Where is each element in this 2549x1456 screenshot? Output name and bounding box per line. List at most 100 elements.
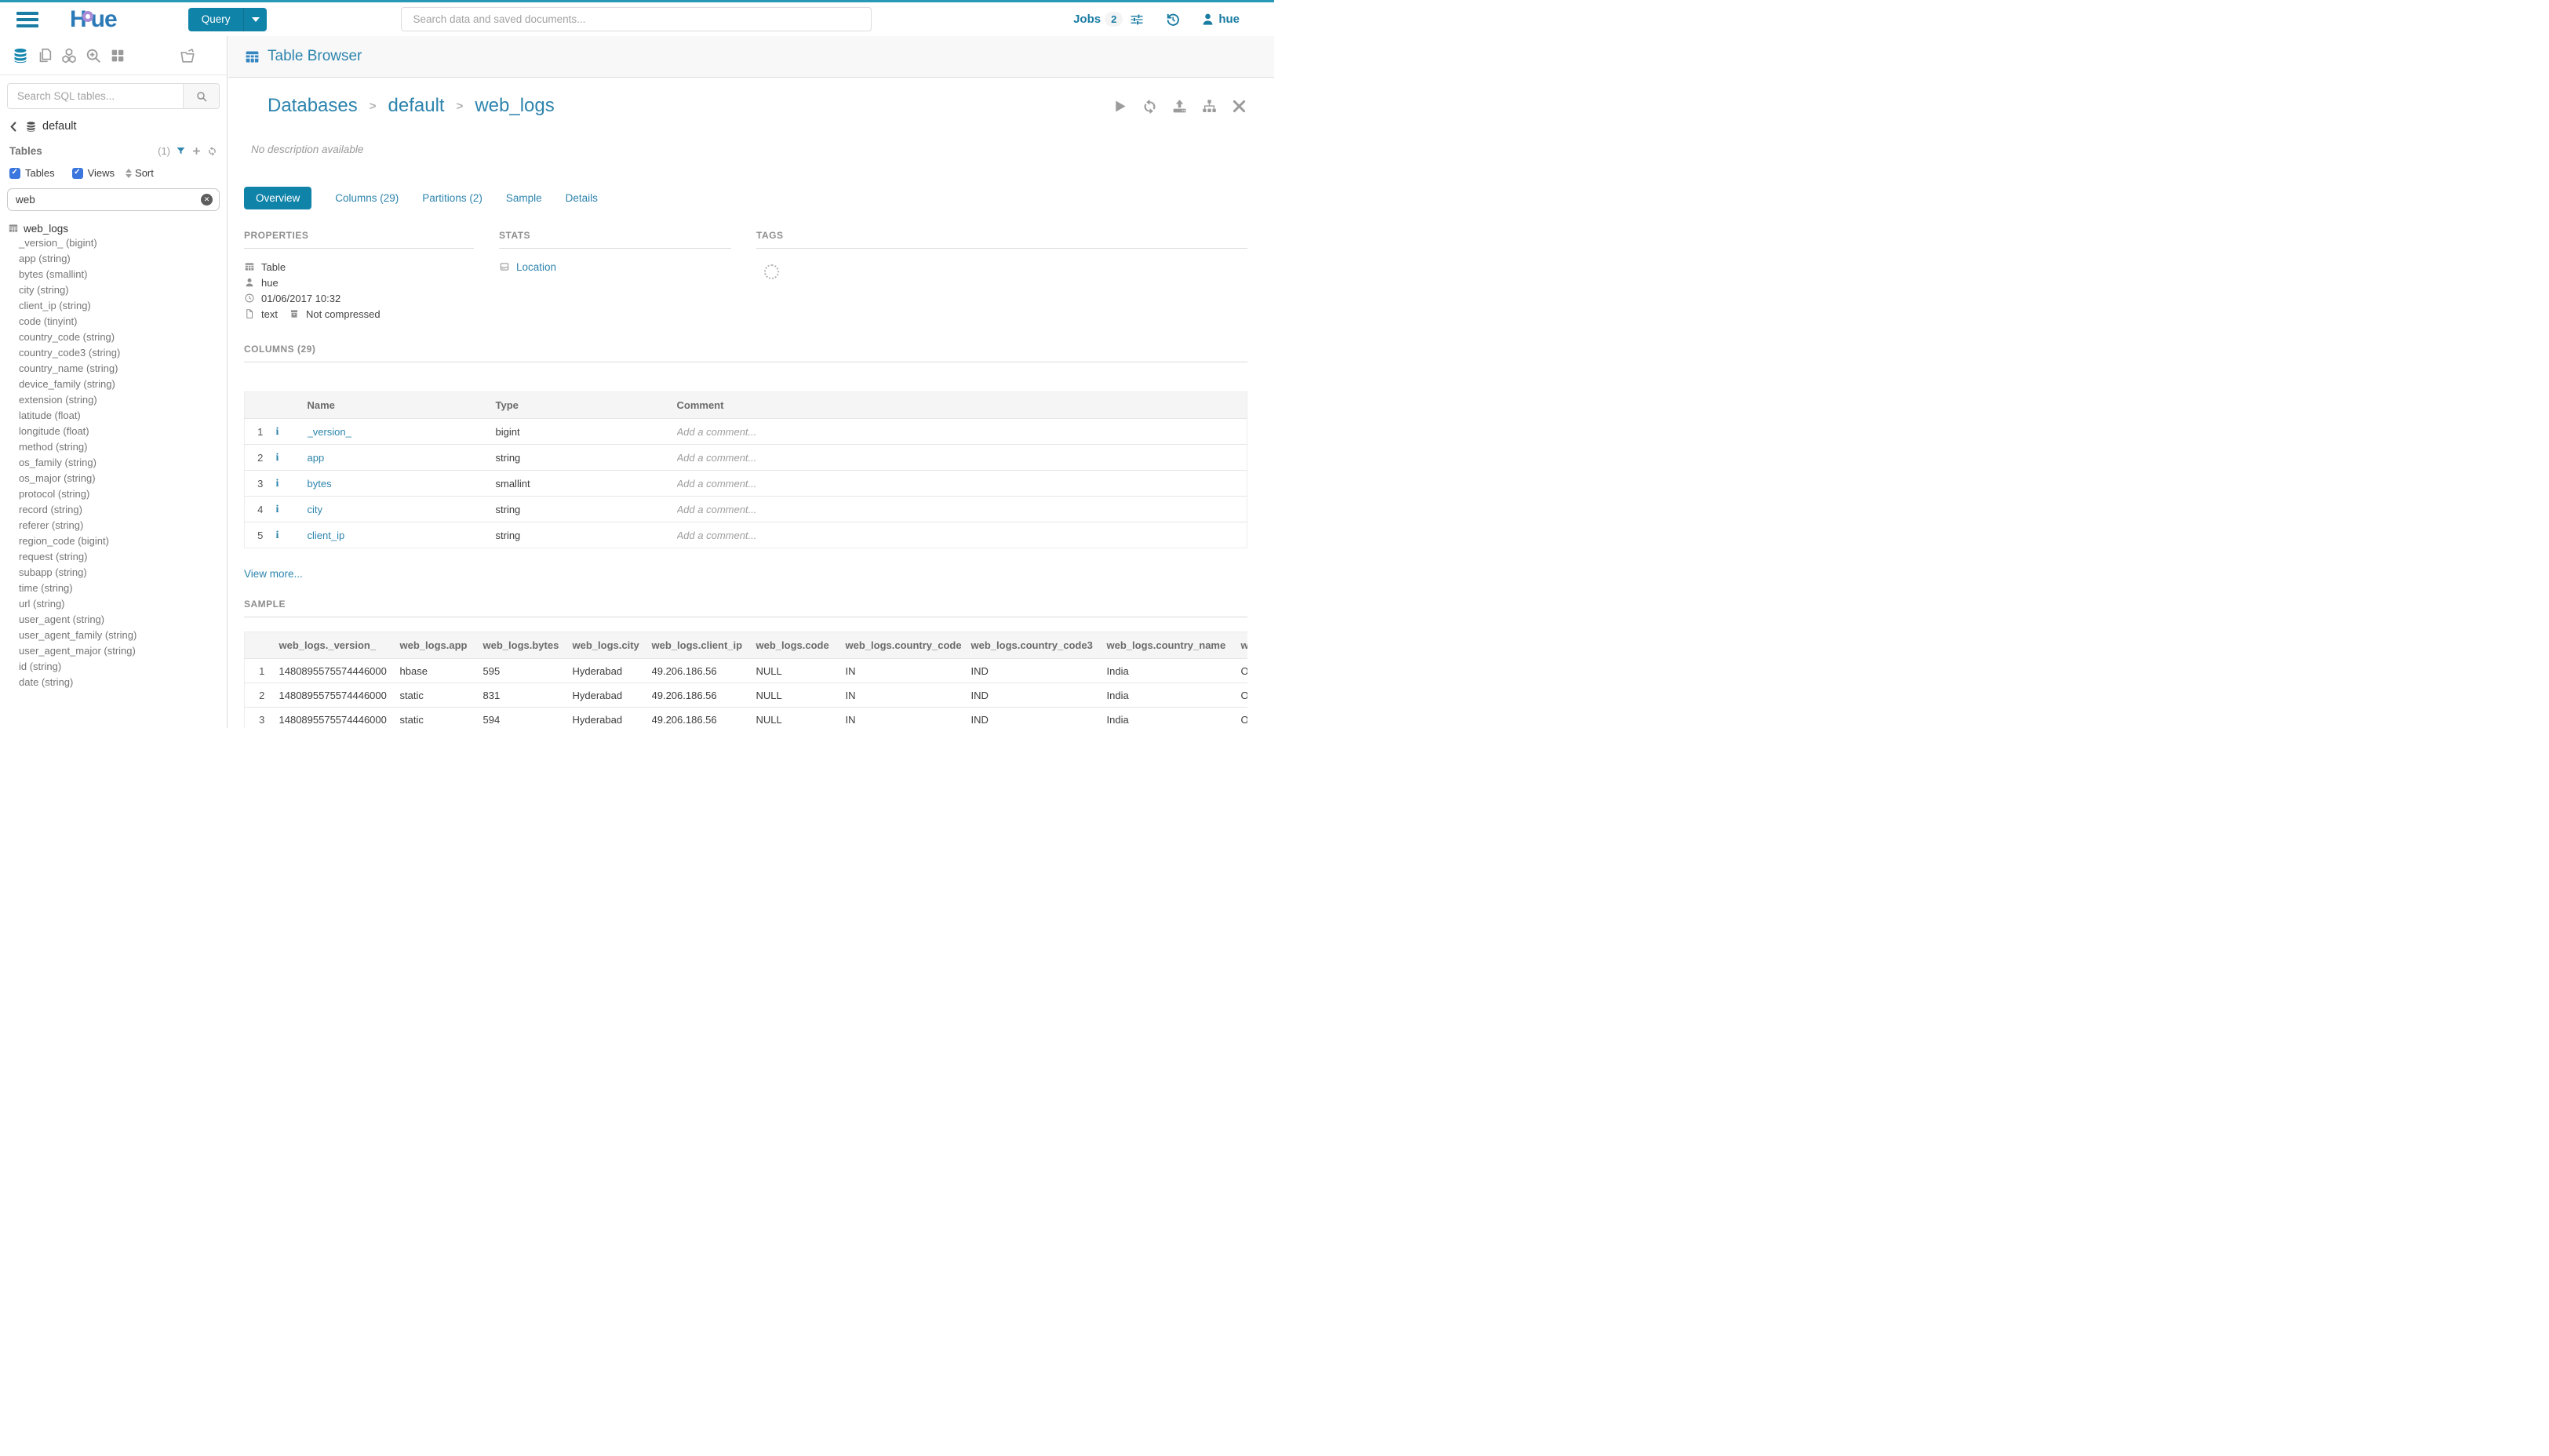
table-description[interactable]: No description available (251, 144, 364, 155)
tree-column[interactable]: os_family (string) (19, 457, 96, 468)
execute-play-icon[interactable] (1112, 98, 1128, 115)
views-checkbox[interactable] (71, 167, 83, 179)
tree-column[interactable]: extension (string) (19, 394, 97, 406)
table-filter-input[interactable] (14, 193, 201, 206)
location-link[interactable]: Location (516, 260, 557, 273)
sql-table-search-input[interactable] (8, 84, 183, 108)
upload-icon[interactable] (1171, 98, 1188, 115)
column-name-link[interactable]: bytes (307, 477, 332, 490)
tree-column[interactable]: subapp (string) (19, 566, 87, 578)
tree-column[interactable]: city (string) (19, 284, 69, 296)
sample-header: web_logs.country_name (1106, 632, 1241, 659)
refresh-icon[interactable] (1142, 98, 1158, 115)
tree-column[interactable]: method (string) (19, 441, 88, 453)
info-icon[interactable]: i (275, 451, 279, 464)
sample-cell: 594 (482, 707, 573, 728)
tree-column[interactable]: country_code3 (string) (19, 347, 121, 359)
sample-cell: hbase (399, 658, 483, 683)
tree-column[interactable]: latitude (float) (19, 410, 81, 421)
column-name-link[interactable]: city (307, 503, 323, 515)
comment-placeholder[interactable]: Add a comment... (676, 451, 757, 464)
user-menu[interactable]: hue (1200, 12, 1240, 27)
tree-column[interactable]: app (string) (19, 253, 71, 264)
column-name-link[interactable]: _version_ (307, 425, 351, 438)
breadcrumb-default[interactable]: default (388, 95, 445, 116)
tab-details[interactable]: Details (565, 192, 598, 204)
hdfs-cubes-icon[interactable] (60, 47, 78, 64)
database-name[interactable]: default (42, 120, 77, 133)
query-dropdown-caret[interactable] (244, 7, 268, 31)
tables-checkbox[interactable] (9, 167, 20, 179)
tree-column[interactable]: region_code (bigint) (19, 535, 109, 547)
tree-column[interactable]: id (string) (19, 661, 62, 672)
tree-column[interactable]: _version_ (bigint) (19, 237, 97, 249)
tree-column[interactable]: longitude (float) (19, 425, 89, 437)
tree-column[interactable]: country_code (string) (19, 331, 115, 343)
tree-column[interactable]: protocol (string) (19, 488, 90, 500)
tree-column[interactable]: user_agent_major (string) (19, 645, 136, 657)
sample-header: web_logs.app (399, 632, 483, 659)
close-icon[interactable] (1231, 98, 1247, 115)
info-icon[interactable]: i (275, 529, 279, 541)
sample-cell: IN (845, 682, 971, 708)
info-icon[interactable]: i (275, 503, 279, 515)
column-name-link[interactable]: client_ip (307, 529, 345, 541)
tree-column[interactable]: record (string) (19, 504, 82, 515)
comment-placeholder[interactable]: Add a comment... (676, 529, 757, 541)
tab-overview[interactable]: Overview (244, 187, 312, 209)
sample-cell: 1480895575574446000 (279, 682, 400, 708)
tree-column[interactable]: client_ip (string) (19, 300, 91, 311)
jobs-sliders-icon[interactable] (1129, 12, 1145, 27)
clear-filter-icon[interactable]: ✕ (201, 194, 213, 206)
filter-funnel-icon[interactable] (176, 146, 186, 156)
tree-column[interactable]: country_name (string) (19, 362, 118, 374)
tab-columns[interactable]: Columns (29) (335, 192, 399, 204)
sort-icon[interactable] (126, 168, 133, 178)
view-more-link[interactable]: View more... (244, 568, 303, 580)
jobs-count-badge[interactable]: 2 (1105, 12, 1123, 27)
comment-placeholder[interactable]: Add a comment... (676, 503, 757, 515)
gear-icon (82, 10, 93, 22)
hamburger-menu-icon[interactable] (16, 11, 38, 27)
refresh-icon[interactable] (207, 146, 217, 156)
breadcrumb-databases[interactable]: Databases (268, 95, 358, 116)
tab-partitions[interactable]: Partitions (2) (422, 192, 482, 204)
add-plus-icon[interactable] (191, 146, 202, 156)
tree-column[interactable]: user_agent (string) (19, 613, 105, 625)
drive-location-icon (499, 261, 510, 272)
sitemap-icon[interactable] (1201, 98, 1218, 115)
database-assist-icon[interactable] (12, 47, 29, 64)
tree-column[interactable]: user_agent_family (string) (19, 629, 137, 641)
tree-column[interactable]: device_family (string) (19, 378, 115, 390)
tree-column[interactable]: referer (string) (19, 519, 84, 531)
sample-section-title: SAMPLE (244, 599, 1247, 617)
projects-folder-icon[interactable] (179, 47, 196, 64)
global-search-input[interactable] (401, 7, 872, 31)
jobs-link[interactable]: Jobs (1073, 13, 1102, 26)
chevron-left-icon[interactable] (8, 121, 20, 133)
query-button-label[interactable]: Query (188, 7, 245, 31)
comment-placeholder[interactable]: Add a comment... (676, 477, 757, 490)
tab-sample[interactable]: Sample (505, 192, 542, 204)
query-button[interactable]: Query (188, 7, 268, 31)
sql-table-search-button[interactable] (183, 84, 219, 108)
tree-column[interactable]: date (string) (19, 676, 74, 688)
comment-placeholder[interactable]: Add a comment... (676, 425, 757, 438)
zoom-search-icon[interactable] (85, 47, 102, 64)
tree-column[interactable]: time (string) (19, 582, 73, 594)
documents-icon[interactable] (36, 47, 53, 64)
sort-label[interactable]: Sort (135, 167, 154, 179)
apps-grid-icon[interactable] (109, 47, 126, 64)
tree-column[interactable]: request (string) (19, 551, 88, 562)
tree-column[interactable]: url (string) (19, 598, 65, 610)
info-icon[interactable]: i (275, 425, 279, 438)
tree-column[interactable]: os_major (string) (19, 472, 96, 484)
sql-table-search (7, 83, 220, 109)
column-name-link[interactable]: app (307, 451, 325, 464)
tree-column[interactable]: bytes (smallint) (19, 268, 88, 280)
info-icon[interactable]: i (275, 477, 279, 490)
tree-column[interactable]: code (tinyint) (19, 315, 78, 327)
history-icon[interactable] (1165, 12, 1181, 27)
tree-table-web-logs[interactable]: web_logs (0, 221, 227, 235)
